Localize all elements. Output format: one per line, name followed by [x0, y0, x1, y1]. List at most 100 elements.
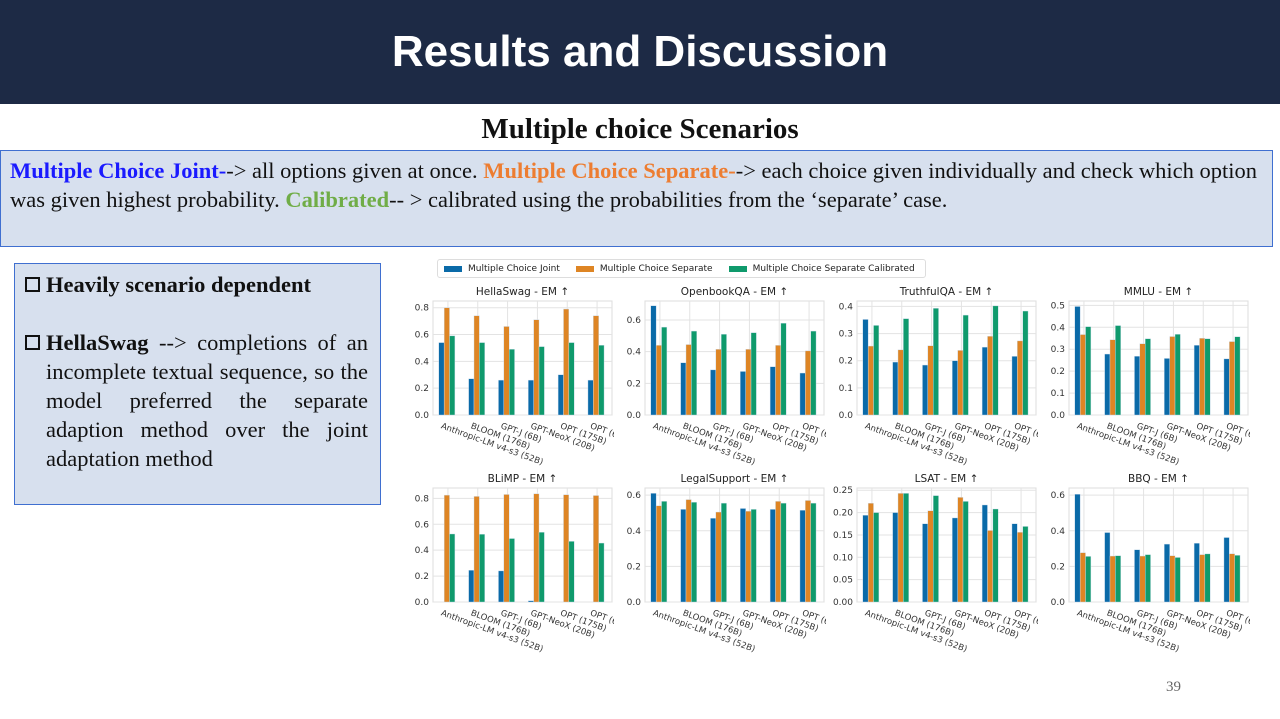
bar — [587, 379, 594, 416]
y-tick-label: 0.2 — [839, 357, 853, 367]
y-tick-label: 0.10 — [833, 553, 853, 563]
bar — [903, 318, 909, 416]
bullet-item: Heavily scenario dependent — [25, 270, 368, 299]
chart-title: MMLU - EM ↑ — [1124, 286, 1193, 298]
plot-area — [1068, 487, 1249, 603]
bar — [468, 570, 475, 603]
bar — [533, 493, 540, 603]
y-tick-label: 0.0 — [415, 598, 430, 608]
bar — [503, 326, 510, 416]
bar — [1204, 553, 1211, 603]
bar — [593, 495, 599, 603]
bullet-text: --> completions of an incomplete textual… — [46, 330, 368, 471]
plot-area — [644, 487, 825, 603]
bar — [1229, 341, 1235, 416]
calibrated-text: -- > calibrated using the probabilities … — [389, 187, 948, 212]
bar — [1085, 326, 1092, 416]
chart-title: BLiMP - EM ↑ — [488, 473, 558, 485]
bar — [867, 503, 874, 603]
bar — [897, 493, 904, 603]
bar — [987, 530, 994, 603]
bar — [992, 508, 999, 603]
chart-title: LSAT - EM ↑ — [915, 473, 979, 485]
bar — [1134, 549, 1141, 603]
bar — [1079, 552, 1086, 603]
bar — [805, 500, 811, 603]
bar — [862, 319, 869, 416]
y-tick-label: 0.25 — [833, 486, 853, 496]
bar — [873, 512, 880, 603]
bar — [720, 502, 727, 603]
bar — [498, 379, 505, 416]
bar — [1169, 336, 1176, 416]
bar — [992, 305, 999, 416]
bar — [1011, 523, 1018, 603]
bullet-bold: HellaSwag — [46, 330, 149, 355]
separate-label: Multiple Choice Separate- — [483, 158, 736, 183]
y-tick-label: 0.4 — [1051, 527, 1066, 537]
joint-text: -> all options given at once. — [226, 158, 484, 183]
bar — [1234, 555, 1241, 603]
bar — [1109, 339, 1116, 416]
bar — [568, 342, 575, 416]
bar — [508, 538, 515, 603]
bar — [1229, 553, 1235, 603]
bar — [922, 523, 929, 603]
bar-chart: LSAT - EM ↑0.000.050.100.150.200.25Anthr… — [833, 473, 1038, 655]
bullet-box: Heavily scenario dependent HellaSwag -->… — [14, 263, 381, 505]
bar — [593, 315, 599, 416]
bar — [1223, 537, 1230, 603]
separate-text: -> each choice given individually and ch… — [10, 158, 1257, 212]
bar — [661, 501, 668, 603]
plot-area — [432, 300, 613, 416]
bar-chart: OpenbookQA - EM ↑0.00.20.40.6Anthropic-L… — [627, 286, 826, 468]
bar — [799, 510, 806, 603]
bar — [750, 509, 757, 603]
chart-title: LegalSupport - EM ↑ — [681, 473, 789, 485]
bar — [720, 334, 727, 416]
bar — [932, 495, 939, 603]
bar — [503, 494, 510, 603]
y-tick-label: 0.6 — [415, 520, 430, 530]
y-tick-label: 0.8 — [415, 494, 430, 504]
slide-header: Results and Discussion — [0, 0, 1280, 104]
bar — [479, 534, 485, 603]
bar — [1134, 356, 1141, 416]
bar — [1079, 334, 1086, 416]
bar-chart: MMLU - EM ↑0.00.10.20.30.40.5Anthropic-L… — [1051, 286, 1250, 468]
bar — [563, 308, 570, 416]
bar — [932, 308, 939, 416]
bar — [952, 517, 958, 603]
y-tick-label: 0.5 — [1051, 301, 1065, 311]
y-tick-label: 0.00 — [833, 598, 853, 608]
bar — [533, 319, 540, 416]
y-tick-label: 0.4 — [627, 527, 642, 537]
bar — [691, 502, 697, 603]
bar — [769, 509, 776, 603]
y-tick-label: 0.2 — [415, 572, 429, 582]
bar — [805, 350, 811, 416]
y-tick-label: 0.4 — [415, 357, 430, 367]
bar — [538, 346, 545, 416]
bar — [1104, 532, 1111, 603]
bar — [810, 502, 817, 603]
bar — [867, 345, 874, 416]
y-tick-label: 0.1 — [1051, 389, 1065, 399]
bar — [962, 314, 969, 416]
bar — [473, 496, 480, 603]
bar — [691, 330, 697, 416]
bar — [892, 361, 899, 416]
bar-chart: HellaSwag - EM ↑0.00.20.40.60.8Anthropic… — [415, 286, 614, 468]
plot-area — [644, 300, 825, 416]
plot-area — [856, 487, 1037, 603]
chart-title: HellaSwag - EM ↑ — [476, 286, 569, 298]
checkbox-bullet-icon — [25, 335, 40, 350]
bar — [1109, 555, 1116, 603]
bar — [1017, 340, 1023, 416]
bar — [1011, 356, 1018, 416]
bar — [775, 345, 782, 416]
bar — [1022, 526, 1029, 603]
y-tick-label: 0.6 — [415, 331, 430, 341]
y-tick-label: 0.4 — [1051, 323, 1066, 333]
y-tick-label: 0.2 — [415, 384, 429, 394]
